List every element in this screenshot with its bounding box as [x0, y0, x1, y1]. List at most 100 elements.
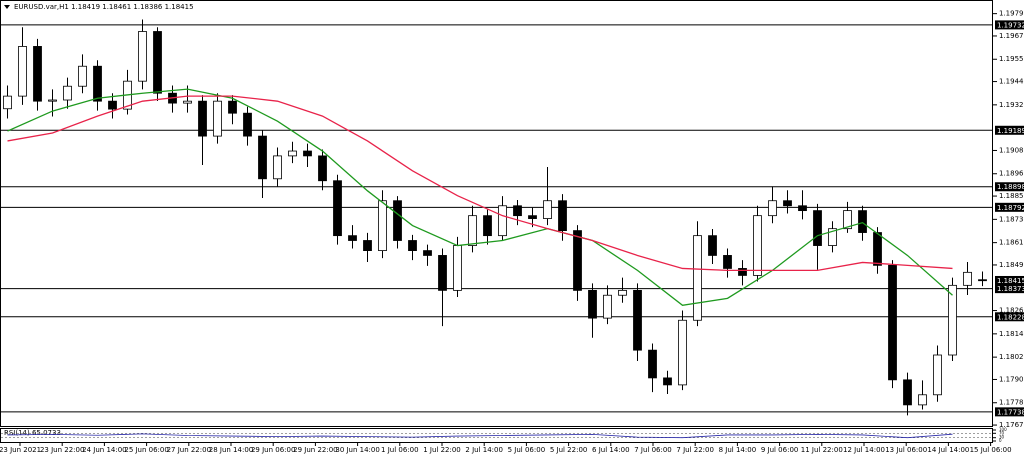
- h-line-label: 1.18898: [997, 183, 1024, 191]
- candle-body: [273, 155, 282, 180]
- candle-body: [393, 200, 402, 241]
- candle-body: [453, 245, 462, 291]
- x-tick-label: 7 Jul 06:00: [634, 446, 672, 454]
- y-tick-label: 1.19440: [999, 78, 1024, 86]
- x-tick-label: 2 Jul 14:00: [465, 446, 503, 454]
- candle-body: [213, 100, 222, 137]
- candle-body: [183, 100, 192, 104]
- candle-body: [528, 215, 537, 219]
- candle-body: [288, 150, 297, 157]
- candle-body: [303, 150, 312, 157]
- candle-body: [438, 255, 447, 291]
- h-line-label-box: [995, 202, 1024, 212]
- candle-body: [408, 240, 417, 251]
- candle-body: [828, 228, 837, 246]
- x-tick-label: 14 Jul 14:00: [927, 446, 969, 454]
- x-tick-label: 24 Jun 14:00: [82, 446, 126, 454]
- x-tick-label: 9 Jul 06:00: [761, 446, 799, 454]
- y-tick-label: 1.18730: [999, 215, 1024, 223]
- y-tick-label: 1.18850: [999, 192, 1024, 200]
- h-line-label-box: [995, 312, 1024, 322]
- candle-body: [978, 279, 987, 282]
- candle-body: [363, 240, 372, 251]
- candle-body: [498, 205, 507, 237]
- rsi-title: RSI(14) 65.0733: [4, 429, 61, 437]
- x-tick-label: 11 Jul 22:00: [801, 446, 843, 454]
- h-line-label: 1.18792: [997, 204, 1024, 212]
- candle-body: [648, 349, 657, 379]
- candle-body: [558, 200, 567, 232]
- x-tick-label: 15 Jul 06:00: [970, 446, 1012, 454]
- candle-body: [468, 215, 477, 246]
- candle-body: [603, 294, 612, 319]
- x-tick-label: 8 Jul 14:00: [719, 446, 757, 454]
- h-line-label: 1.17738: [997, 408, 1024, 416]
- y-tick-label: 1.18020: [999, 353, 1024, 361]
- candle-body: [948, 284, 957, 356]
- candle-body: [873, 232, 882, 266]
- x-tick-label: 6 Jul 14:00: [592, 446, 630, 454]
- x-tick-label: 1 Jul 22:00: [423, 446, 461, 454]
- h-line-label: 1.19189: [997, 127, 1024, 135]
- candle-body: [513, 205, 522, 217]
- y-tick-label: 1.18495: [999, 261, 1024, 269]
- y-tick-label: 1.17785: [999, 399, 1024, 407]
- candle-body: [858, 210, 867, 233]
- y-tick-label: 1.18965: [999, 170, 1024, 178]
- candle-body: [108, 100, 117, 110]
- candle-body: [723, 255, 732, 269]
- candle-body: [903, 379, 912, 406]
- candle-body: [78, 65, 87, 87]
- rsi-panel: [0, 428, 993, 443]
- candle-body: [573, 230, 582, 291]
- candle-body: [333, 180, 342, 237]
- y-tick-label: 1.19790: [999, 10, 1024, 18]
- candle-body: [63, 85, 72, 101]
- candle-body: [153, 31, 162, 94]
- h-line-label: 1.19732: [997, 21, 1024, 29]
- candle-body: [93, 65, 102, 102]
- y-tick-label: 1.18260: [999, 307, 1024, 315]
- h-line-label-box: [995, 284, 1024, 294]
- h-line-label-box: [995, 125, 1024, 135]
- x-tick-label: 12 Jul 14:00: [843, 446, 885, 454]
- candle-body: [3, 95, 12, 110]
- rsi-tick-label: 30: [999, 435, 1005, 440]
- y-tick-label: 1.18610: [999, 239, 1024, 247]
- candle-body: [663, 377, 672, 386]
- candle-body: [138, 31, 147, 82]
- h-line-label-box: [995, 20, 1024, 30]
- x-tick-label: 13 Jul 06:00: [885, 446, 927, 454]
- candle-body: [48, 99, 57, 102]
- price-label: 1.18415: [997, 277, 1024, 285]
- y-tick-label: 1.19675: [999, 32, 1024, 40]
- h-line-label-box: [995, 182, 1024, 192]
- x-tick-label: 1 Jul 06:00: [381, 446, 419, 454]
- y-tick-label: 1.17670: [999, 421, 1024, 429]
- candle-body: [918, 394, 927, 406]
- candle-body: [243, 112, 252, 137]
- menu-arrow: [4, 5, 10, 9]
- ma-line: [7, 88, 953, 307]
- candle-body: [423, 250, 432, 256]
- candle-body: [888, 264, 897, 381]
- h-line-label-box: [995, 407, 1024, 417]
- candle-body: [318, 155, 327, 182]
- x-tick-label: 28 Jun 14:00: [209, 446, 253, 454]
- candle-body: [258, 135, 267, 180]
- price-panel: [0, 0, 993, 427]
- candle-body: [483, 215, 492, 237]
- candle-body: [198, 100, 207, 137]
- candle-body: [348, 235, 357, 241]
- x-tick-label: 23 Jun 2021: [0, 446, 41, 454]
- price-label-box: [995, 275, 1024, 285]
- candle-body: [753, 215, 762, 276]
- y-tick-label: 1.18140: [999, 330, 1024, 338]
- candle-body: [543, 200, 552, 219]
- y-tick-label: 1.17905: [999, 375, 1024, 383]
- x-tick-label: 27 Jun 22:00: [167, 446, 211, 454]
- candle-body: [783, 200, 792, 207]
- candle-body: [738, 268, 747, 276]
- rsi-tick-label: 100: [999, 427, 1007, 432]
